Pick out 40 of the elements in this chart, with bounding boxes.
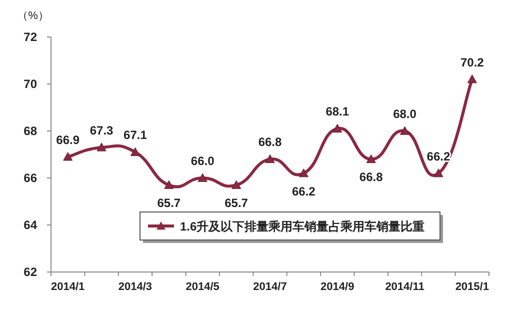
point (332, 124, 342, 132)
point (467, 74, 477, 84)
point (265, 154, 275, 164)
data-label: 66.0 (190, 154, 215, 168)
y-tick-label: 64 (24, 218, 38, 232)
y-tick-label: 72 (24, 30, 38, 44)
y-tick-label: 62 (24, 265, 38, 279)
data-label: 68.1 (326, 104, 350, 119)
y-tick-label: 68 (24, 124, 38, 138)
point (434, 168, 444, 178)
point (232, 180, 242, 189)
point (400, 126, 410, 135)
x-tick-label: 2014/9 (320, 281, 354, 293)
point (298, 168, 308, 178)
point (63, 152, 73, 161)
point (198, 173, 208, 182)
data-label: 67.1 (124, 128, 148, 142)
data-label: 70.2 (460, 55, 484, 70)
data-label: 66.8 (258, 135, 282, 150)
data-label: 66.8 (359, 170, 384, 184)
x-tick-label: 2014/5 (186, 281, 220, 293)
point (130, 147, 140, 156)
y-tick-label: 66 (24, 171, 38, 185)
data-label: 66.9 (56, 132, 80, 147)
point (366, 154, 376, 164)
x-tick-label: 2014/3 (118, 281, 152, 293)
data-label: 65.7 (157, 196, 181, 210)
y-tick-label: 70 (24, 77, 38, 91)
y-axis-title: （%） (17, 10, 49, 22)
x-tick-label: 2014/11 (385, 281, 424, 293)
legend-label: 1.6升及以下排量乘用车销量占乘用车销量比重 (180, 220, 425, 234)
data-label: 66.2 (292, 184, 316, 198)
x-tick-label: 2014/1 (51, 281, 85, 293)
point (96, 142, 106, 152)
data-label: 65.7 (224, 196, 248, 210)
x-tick-label: 2014/7 (253, 281, 287, 293)
x-tick-label: 2015/1 (455, 281, 489, 293)
data-label: 68.0 (393, 107, 417, 121)
point (164, 180, 174, 189)
data-label: 67.3 (90, 123, 114, 138)
